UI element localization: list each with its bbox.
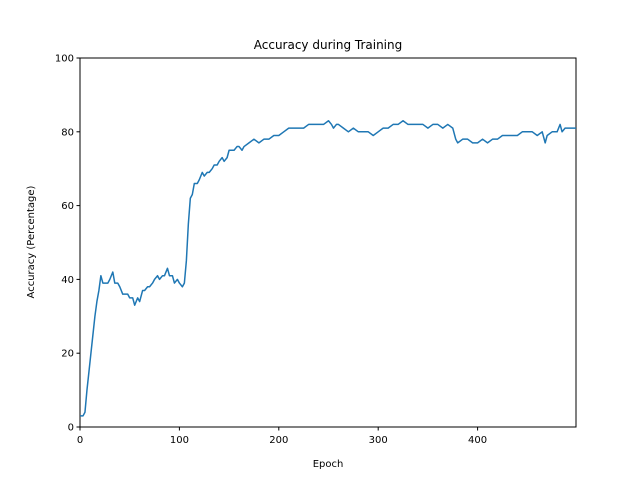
- chart-title: Accuracy during Training: [254, 38, 402, 52]
- y-tick-label: 80: [61, 127, 74, 138]
- data-line: [80, 119, 576, 417]
- y-tick-label: 0: [68, 423, 74, 434]
- y-tick-label: 60: [61, 201, 74, 212]
- x-tick-label: 300: [369, 435, 388, 446]
- x-axis-label: Epoch: [313, 459, 344, 470]
- x-tick-label: 0: [77, 435, 83, 446]
- y-tick-label: 40: [61, 275, 74, 286]
- x-tick-label: 100: [170, 435, 189, 446]
- y-tick-label: 100: [55, 54, 74, 65]
- x-tick-label: 200: [269, 435, 288, 446]
- x-tick-label: 400: [468, 435, 487, 446]
- y-tick-label: 20: [61, 349, 74, 360]
- y-axis-label: Accuracy (Percentage): [26, 185, 37, 298]
- plot-frame: [79, 57, 577, 428]
